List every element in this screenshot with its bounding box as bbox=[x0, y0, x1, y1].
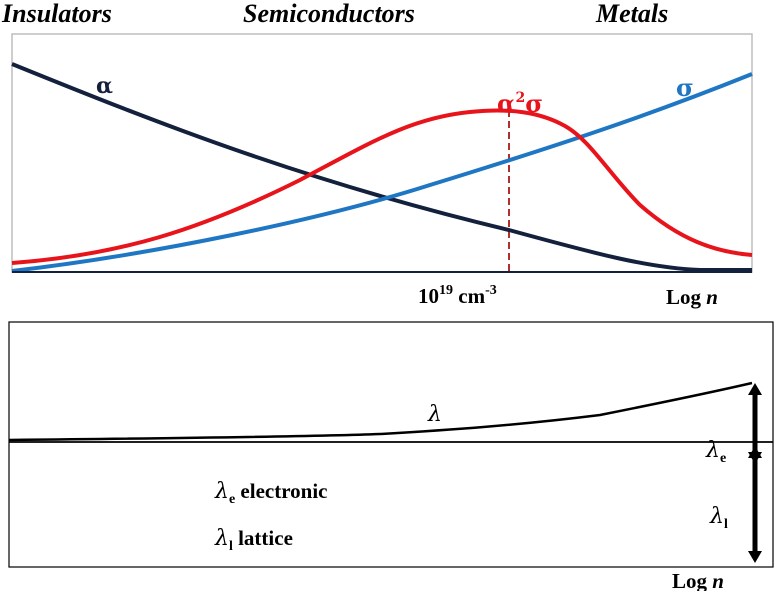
concentration-marker-label: 1019 cm-3 bbox=[418, 283, 497, 308]
bottom-panel-frame bbox=[8, 321, 774, 568]
bottom-panel: λ λe λl λe electronic λl lattice Log n bbox=[8, 321, 774, 591]
semiconductors-label: Semiconductors bbox=[243, 0, 415, 28]
lambda-curve bbox=[8, 381, 753, 442]
lambda-l-label: λl bbox=[709, 504, 728, 532]
top-panel: α σ α2σ 1019 cm-3 Log n bbox=[11, 33, 753, 309]
power-factor-curve bbox=[11, 108, 753, 265]
sigma-label: σ bbox=[676, 73, 694, 102]
insulators-label: Insulators bbox=[1, 0, 112, 28]
sigma-curve bbox=[11, 72, 753, 273]
metals-label: Metals bbox=[595, 0, 668, 28]
bottom-x-axis-label: Log n bbox=[672, 569, 724, 591]
power-factor-label: α2σ bbox=[497, 89, 543, 118]
top-x-axis-label: Log n bbox=[666, 285, 718, 309]
lambda-curve-label: λ bbox=[427, 402, 442, 427]
alpha-curve bbox=[11, 62, 752, 272]
lambda-l-arrow bbox=[748, 446, 762, 563]
lambda-e-label: λe bbox=[705, 438, 726, 466]
alpha-label: α bbox=[96, 73, 113, 99]
legend-electronic: λe electronic bbox=[214, 479, 328, 507]
top-panel-frame bbox=[11, 33, 753, 273]
legend-lattice: λl lattice bbox=[214, 526, 293, 554]
